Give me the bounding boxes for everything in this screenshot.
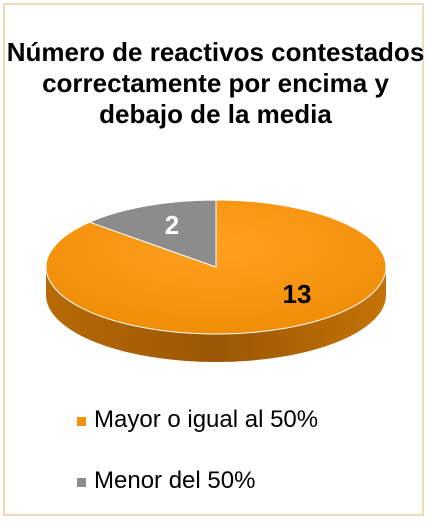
data-labels: 13 2: [165, 210, 312, 309]
legend: Mayor o igual al 50% Menor del 50%: [77, 405, 318, 527]
data-label-menor: 2: [165, 210, 179, 240]
legend-label-menor: Menor del 50%: [94, 467, 256, 494]
data-label-mayor: 13: [283, 279, 312, 309]
pie-slices: [45, 199, 387, 362]
legend-item-mayor: Mayor o igual al 50%: [77, 405, 318, 435]
legend-swatch-menor: [77, 477, 86, 487]
pie-chart: 13 2: [45, 199, 387, 362]
chart-frame: Número de reactivos contestados correcta…: [3, 3, 424, 516]
pie-side-wall: [46, 267, 386, 362]
pie-slice-menor: [88, 199, 217, 268]
chart-title: Número de reactivos contestados correcta…: [6, 37, 425, 129]
legend-label-mayor: Mayor o igual al 50%: [94, 406, 319, 433]
legend-swatch-mayor: [77, 416, 86, 426]
legend-item-menor: Menor del 50%: [77, 466, 318, 496]
